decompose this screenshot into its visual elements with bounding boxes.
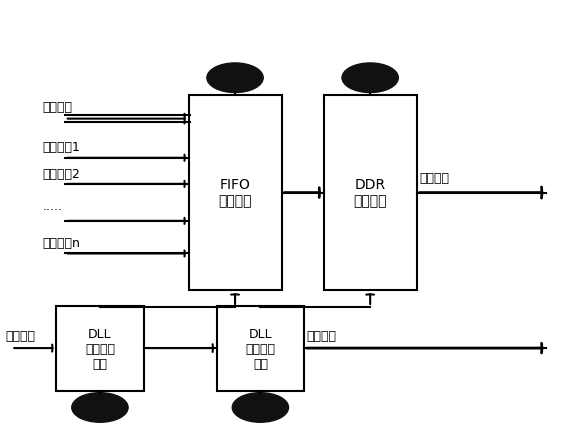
Text: 随路时钟: 随路时钟 bbox=[307, 329, 337, 342]
Ellipse shape bbox=[342, 64, 398, 93]
Text: ·····: ····· bbox=[42, 204, 62, 217]
Text: 串行总线: 串行总线 bbox=[419, 171, 449, 184]
Text: 参考时钟: 参考时钟 bbox=[6, 330, 35, 342]
Ellipse shape bbox=[207, 64, 263, 93]
Text: DDR
采样单元: DDR 采样单元 bbox=[354, 178, 387, 208]
Text: 低速总线: 低速总线 bbox=[42, 101, 72, 114]
Text: DLL
时钟分频
单元: DLL 时钟分频 单元 bbox=[245, 327, 275, 370]
Text: FIFO
存储单元: FIFO 存储单元 bbox=[218, 178, 252, 208]
Bar bbox=[189, 95, 282, 291]
Bar bbox=[217, 306, 304, 391]
Ellipse shape bbox=[72, 393, 128, 422]
Text: 低速信号n: 低速信号n bbox=[42, 237, 80, 250]
Bar bbox=[324, 95, 417, 291]
Ellipse shape bbox=[232, 393, 288, 422]
Text: 低速信号1: 低速信号1 bbox=[42, 141, 80, 154]
Text: 低速信号2: 低速信号2 bbox=[42, 167, 80, 180]
Text: DLL
时钟倍频
单元: DLL 时钟倍频 单元 bbox=[85, 327, 115, 370]
Bar bbox=[56, 306, 144, 391]
